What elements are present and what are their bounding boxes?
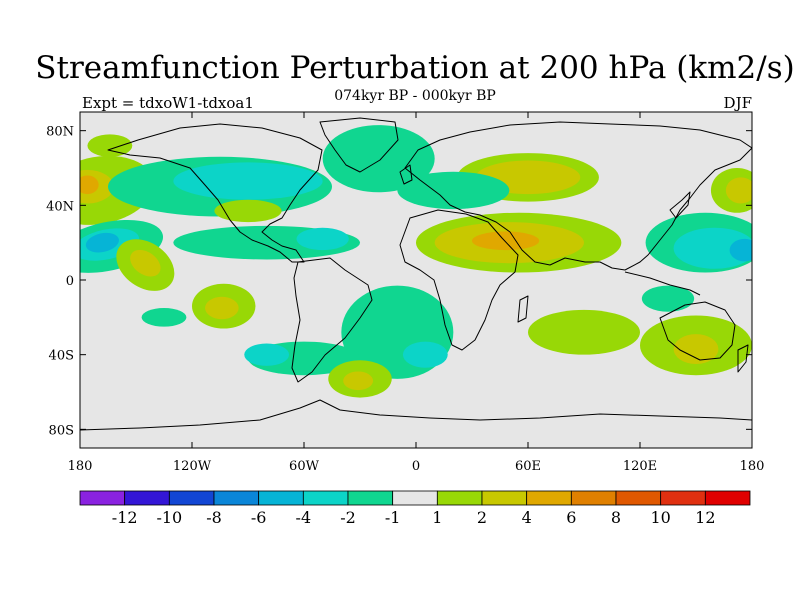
colorbar-label: 4	[522, 508, 532, 527]
region-caribbean-low	[296, 227, 349, 251]
y-axis: 80N 40N 0 40S 80S	[46, 125, 752, 438]
colorbar-swatch	[79, 490, 126, 506]
coastline-british-isles	[399, 164, 413, 185]
contour-regions	[80, 125, 752, 398]
region-southern-ocean-high-core	[343, 371, 374, 391]
colorbar-swatch	[168, 490, 215, 506]
coastline-australia	[659, 301, 736, 361]
colorbar-swatch	[436, 490, 483, 506]
coastline-europe-asia	[404, 121, 752, 271]
region-australia-high-core	[673, 334, 719, 365]
coastline-antarctica	[80, 399, 752, 431]
region-south-pacific-west-low	[641, 285, 695, 312]
region-west-pacific-low-inner	[729, 238, 752, 262]
y-tick-label: 80N	[46, 125, 74, 140]
colorbar-label: -10	[156, 508, 182, 527]
colorbar-swatch	[660, 490, 706, 506]
coastline-indonesia	[624, 271, 701, 296]
colorbar-label: -1	[385, 508, 401, 527]
coastline-madagascar	[517, 295, 529, 323]
x-tick-label: 60W	[289, 459, 320, 474]
coastline-north-america	[107, 123, 323, 263]
y-tick-label: 40N	[46, 199, 74, 214]
colorbar-label: -2	[340, 508, 356, 527]
colorbar-swatch	[481, 490, 528, 506]
colorbar-label: 10	[650, 508, 670, 527]
colorbar-swatch	[124, 490, 170, 506]
region-west-pacific-low-core	[673, 227, 752, 269]
y-tick-label: 0	[66, 274, 74, 289]
coastlines	[80, 117, 752, 431]
region-central-asia-low	[397, 171, 510, 210]
chart-subtitle: 074kyr BP - 000kyr BP	[334, 88, 496, 104]
colorbar-label: -6	[251, 508, 267, 527]
region-nw-pacific-high-core	[725, 177, 752, 204]
x-tick-label: 180	[68, 459, 93, 474]
colorbar-swatch	[302, 490, 349, 506]
region-south-pacific-low	[141, 308, 187, 327]
colorbar-swatch	[392, 490, 438, 506]
region-north-america-low-core	[173, 162, 323, 200]
region-south-pacific-high-core	[205, 296, 239, 320]
colorbar-swatch	[526, 490, 572, 506]
experiment-label: Expt = tdxoW1-tdxoa1	[82, 94, 254, 112]
colorbar-label: -12	[112, 508, 138, 527]
season-label: DJF	[723, 94, 752, 112]
y-tick-label: 40S	[49, 349, 74, 364]
x-tick-label: 120E	[623, 459, 657, 474]
x-tick-label: 120W	[173, 459, 212, 474]
x-tick-label: 180	[740, 459, 765, 474]
colorbar-swatch	[213, 490, 260, 506]
region-central-pacific-high-core	[130, 249, 161, 277]
x-tick-label: 60E	[515, 459, 541, 474]
region-n-pacific-6	[80, 175, 99, 195]
colorbar: -12 -10 -8 -6 -4 -2 -1 1 2 4 6 8 10 12	[79, 490, 751, 527]
region-us-high	[214, 199, 282, 223]
region-south-atlantic-low-core	[402, 341, 448, 368]
region-middle-east-high	[472, 231, 540, 251]
coastline-africa	[399, 209, 519, 351]
chart-title: Streamfunction Perturbation at 200 hPa (…	[35, 50, 795, 86]
colorbar-label: 6	[566, 508, 576, 527]
colorbar-label: -8	[206, 508, 222, 527]
region-pacific-subtropical-inner	[85, 232, 119, 253]
colorbar-swatch	[258, 490, 304, 506]
colorbar-label: 8	[611, 508, 621, 527]
colorbar-label: 2	[477, 508, 487, 527]
colorbar-swatch	[704, 490, 751, 506]
x-axis: 180 120W 60W 0 60E 120E 180	[68, 112, 765, 474]
colorbar-label: -4	[296, 508, 312, 527]
colorbar-swatch	[347, 490, 394, 506]
region-south-america-low-core	[244, 343, 290, 366]
region-north-atlantic-low	[322, 125, 435, 193]
region-arctic-2	[87, 134, 133, 157]
colorbar-label: 1	[432, 508, 442, 527]
coastline-japan	[669, 191, 691, 219]
coastline-greenland	[319, 117, 399, 173]
colorbar-swatch	[615, 490, 662, 506]
coastline-new-zealand	[737, 344, 749, 373]
colorbar-label: 12	[695, 508, 715, 527]
region-indian-ocean-high	[528, 309, 640, 355]
y-tick-label: 80S	[49, 423, 74, 438]
colorbar-swatch	[570, 490, 617, 506]
coastline-south-america	[291, 257, 373, 383]
x-tick-label: 0	[412, 459, 420, 474]
